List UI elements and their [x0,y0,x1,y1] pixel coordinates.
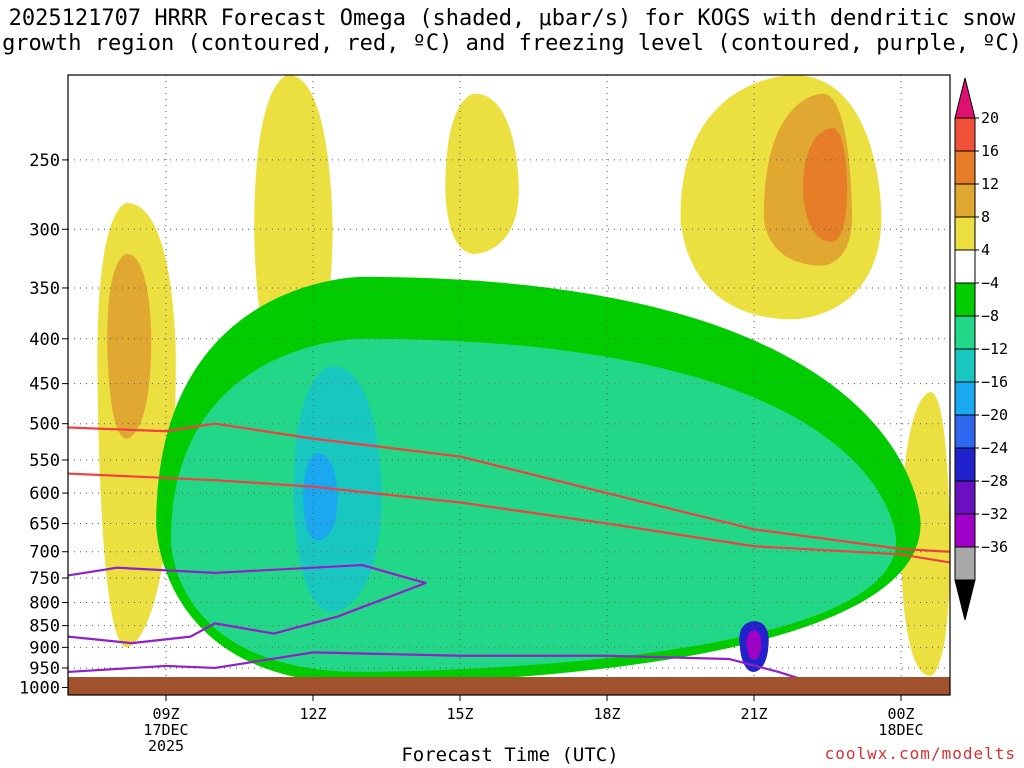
y-tick-label-600: 600 [29,484,60,504]
colorbar-label-4: 4 [981,241,990,259]
x-date-label-09Z: 17DEC [143,721,188,739]
contour-line-2 [68,563,427,645]
y-tick-label-450: 450 [29,375,60,395]
y-tick-label-400: 400 [29,330,60,350]
x-tick-label-09Z: 09Z [152,705,179,723]
plot-frame [67,74,951,696]
omega-region-11 [303,452,338,541]
y-tick-label-900: 900 [29,638,60,658]
credit-link[interactable]: coolwx.com/modelts [824,744,1016,763]
chart-title: 2025121707 HRRR Forecast Omega (shaded, … [0,6,1024,56]
omega-region-6 [803,128,848,242]
colorbar-label-0: 20 [981,109,999,127]
x-date-label-00Z: 18DEC [878,721,923,739]
omega-region-7 [901,391,950,676]
omega-region-1 [107,253,152,439]
x-year-label-09Z: 2025 [148,737,184,755]
y-tick-label-350: 350 [29,279,60,299]
colorbar-swatch-4 [954,216,976,251]
x-axis-title: Forecast Time (UTC) [401,744,619,766]
colorbar-swatch-5 [954,249,976,284]
omega-region-13 [746,630,762,660]
colorbar-label-3: 8 [981,208,990,226]
colorbar-swatch-1 [954,117,976,152]
colorbar-swatch-11 [954,447,976,482]
colorbar-swatch-2 [954,150,976,185]
colorbar-label-2: 12 [981,175,999,193]
contour-lines [68,422,950,689]
colorbar-swatch-3 [954,183,976,218]
colorbar-swatch-10 [954,414,976,449]
colorbar-swatch-9 [954,381,976,416]
colorbar-label-1: 16 [981,142,999,160]
chart-title-line-2: growth region (contoured, red, ºC) and f… [2,31,1022,56]
colorbar-swatch-6 [954,282,976,317]
y-tick-label-1000: 1000 [19,678,60,698]
y-tick-label-950: 950 [29,659,60,679]
colorbar: 20 16 12 8 4 −4 −8 −12 −16 −20 −24 −28 −32 −36 [954,77,1008,621]
gridlines [68,75,950,695]
colorbar-label-13: −36 [981,538,1008,556]
colorbar-label-5: −4 [981,274,999,292]
axes: 2503003504004505005506006507007508008509… [19,151,924,755]
y-tick-label-550: 550 [29,451,60,471]
colorbar-label-6: −8 [981,307,999,325]
y-tick-label-800: 800 [29,594,60,614]
omega-shading [97,75,950,684]
y-tick-label-850: 850 [29,617,60,637]
y-tick-label-750: 750 [29,569,60,589]
colorbar-swatch-12 [954,480,976,515]
y-tick-label-700: 700 [29,543,60,563]
contour-line-3 [68,651,828,689]
contour-line-1 [68,472,950,564]
colorbar-swatch-14 [954,546,976,581]
x-tick-label-00Z: 00Z [887,705,914,723]
y-tick-label-250: 250 [29,151,60,171]
y-tick-label-300: 300 [29,220,60,240]
colorbar-top-arrow [954,77,976,119]
colorbar-label-12: −32 [981,505,1008,523]
chart-title-line-1: 2025121707 HRRR Forecast Omega (shaded, … [8,6,1016,31]
x-tick-label-12Z: 12Z [299,705,326,723]
colorbar-swatch-8 [954,348,976,383]
colorbar-label-8: −16 [981,373,1008,391]
contour-line-0 [68,422,950,553]
colorbar-bottom-arrow [954,579,976,621]
y-tick-label-500: 500 [29,415,60,435]
colorbar-label-9: −20 [981,406,1008,424]
colorbar-label-11: −28 [981,472,1008,490]
colorbar-swatch-7 [954,315,976,350]
ground-surface [68,677,950,695]
x-tick-label-15Z: 15Z [446,705,473,723]
omega-region-3 [445,93,519,254]
colorbar-label-7: −12 [981,340,1008,358]
y-tick-label-650: 650 [29,515,60,535]
x-tick-label-21Z: 21Z [740,705,767,723]
colorbar-swatch-13 [954,513,976,548]
colorbar-label-10: −24 [981,439,1008,457]
x-tick-label-18Z: 18Z [593,705,620,723]
